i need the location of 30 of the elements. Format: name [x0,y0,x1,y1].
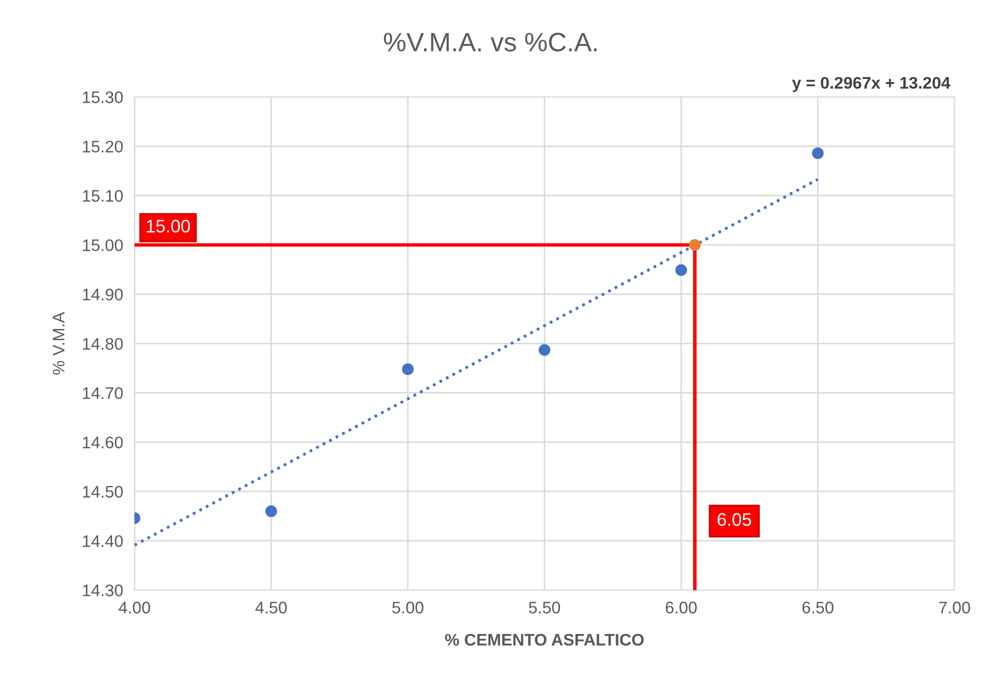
ref-line-label: 15.00 [146,220,190,233]
point [402,363,414,376]
y-tick-label: 14.90 [82,288,123,300]
x-tick-label: 5.00 [392,602,424,614]
ref-line-label: 6.05 [718,513,752,526]
y-tick-label: 15.30 [82,91,123,104]
x-tick-label: 6.50 [802,602,834,614]
text: y = 0.2967x + 13.204 [792,76,950,92]
y-tick-label: 15.00 [82,239,123,252]
y-tick-label: 14.80 [82,338,123,350]
point [675,264,688,276]
point [538,344,550,356]
y-tick-label: 14.60 [82,436,123,448]
chart-title: %V.M.A. vs %C.A. [384,32,597,52]
x-tick-label: 4.00 [118,602,150,614]
x-tick-label: 4.50 [255,602,287,614]
point [265,505,278,518]
y-tick-label: 14.30 [82,584,123,596]
point [812,147,824,160]
y-tick-label: 14.50 [82,486,123,498]
x-tick-label: 5.50 [528,602,560,614]
x-axis-title: % CEMENTO ASFALTICO [445,634,644,646]
point [689,239,701,251]
x-tick-label: 7.00 [939,602,970,614]
y-tick-label: 14.40 [82,535,123,548]
y-tick-label: 15.20 [82,140,123,152]
x-tick-label: 6.00 [666,602,697,614]
y-tick-label: 14.70 [82,387,123,400]
y-axis-title: % V.M.A [52,312,64,375]
y-tick-label: 15.10 [82,190,123,202]
